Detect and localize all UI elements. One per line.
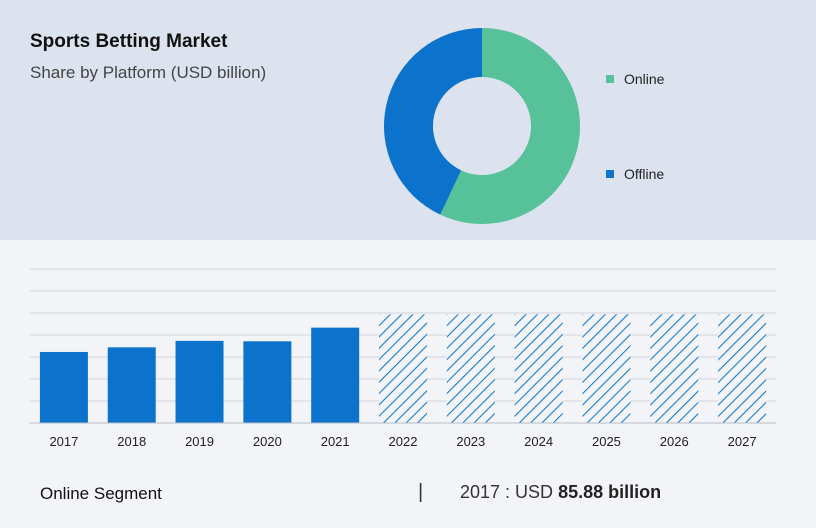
bar-2020	[243, 341, 292, 423]
x-tick-label: 2020	[253, 434, 282, 449]
x-tick-label: 2021	[321, 434, 350, 449]
bar-2017	[39, 351, 88, 423]
bar-chart: 2017 2018 2019 2020 2021 2022 2023 2024 2025 2026…	[30, 268, 776, 449]
bar-2018	[107, 347, 156, 423]
bar-2021	[311, 327, 360, 423]
bar-2024	[514, 314, 563, 423]
x-tick-label: 2024	[524, 434, 553, 449]
x-tick-label: 2022	[389, 434, 418, 449]
x-tick-label: 2026	[660, 434, 689, 449]
x-tick-label: 2019	[185, 434, 214, 449]
bar-2025	[582, 314, 631, 423]
donut-chart	[383, 27, 580, 224]
footer-stat: 2017 : USD 85.88 billion	[460, 482, 661, 503]
chart-title: Sports Betting Market	[30, 31, 228, 52]
donut-slice-online	[440, 28, 580, 224]
footer-separator: |	[418, 481, 424, 503]
bar-2019	[175, 340, 224, 423]
x-tick-label: 2017	[49, 434, 78, 449]
legend-item-offline: Offline	[606, 166, 664, 182]
legend-label-offline: Offline	[624, 166, 665, 182]
x-tick-label: 2023	[456, 434, 485, 449]
footer-stat-prefix: 2017 : USD	[460, 482, 554, 502]
chart-subtitle: Share by Platform (USD billion)	[30, 63, 267, 82]
legend-swatch-online	[606, 75, 614, 83]
footer-segment-label: Online Segment	[40, 484, 162, 503]
legend-item-online: Online	[606, 71, 664, 87]
bar-2027	[718, 314, 767, 423]
bar-2026	[650, 314, 699, 423]
legend-swatch-offline	[606, 170, 614, 178]
x-tick-label: 2025	[592, 434, 621, 449]
footer-stat-value: 85.88 billion	[558, 482, 662, 502]
legend-label-online: Online	[624, 71, 665, 87]
x-tick-label: 2018	[117, 434, 146, 449]
bar-2023	[446, 314, 495, 423]
x-tick-label: 2027	[728, 434, 757, 449]
donut-slice-offline	[383, 27, 482, 215]
bar-2022	[379, 314, 427, 423]
